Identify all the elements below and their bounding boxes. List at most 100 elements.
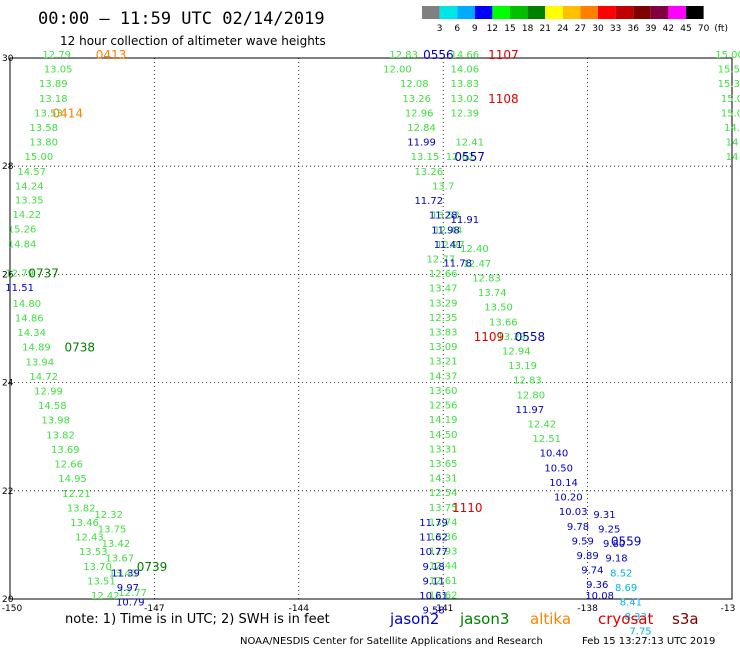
colorbar-swatch — [474, 6, 493, 19]
data-point-jason3: 12.39 — [451, 108, 480, 119]
x-tick-label: -144 — [289, 604, 310, 614]
data-point-jason3: 12.47 — [463, 259, 492, 270]
y-tick-label: 22 — [2, 487, 13, 497]
data-point-jason3: 12.79 — [5, 269, 34, 280]
data-point-jason3: 15.00 — [715, 50, 740, 61]
data-point-jason3: 13.46 — [70, 518, 99, 529]
data-point-jason3: 13.50 — [484, 303, 513, 314]
colorbar-label: 6 — [454, 24, 460, 34]
data-point-jason3: 12.83 — [389, 50, 418, 61]
colorbar-swatch — [580, 6, 598, 19]
data-point-jason3: 13.74 — [429, 517, 458, 528]
data-point-jason3: 14.24 — [15, 181, 44, 192]
colorbar-label: 36 — [627, 24, 639, 34]
data-point-jason3: 11.91 — [451, 215, 480, 226]
colorbar-swatch — [598, 6, 616, 19]
data-point-jason3: 12.83 — [472, 273, 501, 284]
colorbar-swatch — [686, 6, 704, 19]
legend-item-jason2: jason2 — [389, 610, 439, 628]
data-point-jason3: 12.94 — [502, 346, 531, 357]
data-point-jason3: 14.95 — [58, 474, 87, 485]
data-point-jason3: 13.09 — [429, 342, 458, 353]
data-point-jason3: 14.06 — [451, 65, 480, 76]
data-point-jason3: 14. — [724, 123, 740, 134]
legend-item-jason3: jason3 — [459, 610, 509, 628]
data-point-jason3: 13.47 — [429, 284, 458, 295]
data-point-jason3: 12.66 — [54, 460, 83, 471]
data-point-jason3: 13.94 — [26, 357, 55, 368]
data-point-jason2: 11.39 — [111, 568, 140, 579]
colorbar-swatch — [545, 6, 563, 19]
colorbar-swatch — [492, 6, 510, 19]
data-point-jason3: 12.62 — [429, 590, 458, 601]
data-point-jason2: 10.79 — [116, 597, 145, 608]
data-point-jason3: 13.75 — [98, 524, 127, 535]
data-point-jason2: 11.97 — [516, 405, 545, 416]
data-point-jason3: 13.70 — [83, 562, 112, 573]
data-point-jason3: 14.19 — [429, 415, 458, 426]
data-point-jason3: 12.21 — [62, 489, 91, 500]
data-point-jason3: 14.72 — [29, 372, 58, 383]
satellite-legend: jason2 jason3 altika cryosat s3a — [389, 610, 699, 628]
data-point-jason2: 10.50 — [544, 463, 573, 474]
pass-label-jason2: 0556 — [423, 48, 454, 62]
data-point-jason3: 12.42 — [91, 591, 120, 602]
data-point-jason3: 13.53 — [431, 211, 460, 222]
data-point-jason3: 14.50 — [429, 430, 458, 441]
pass-label-jason2: 0558 — [515, 330, 546, 344]
colorbar-swatch — [562, 6, 581, 19]
pass-label-jason2: 0559 — [611, 534, 642, 548]
data-point-jason2: 10.77 — [419, 547, 448, 558]
data-point-jason3: 13.74 — [478, 288, 507, 299]
data-points: 12.7913.0513.8913.1813.5313.5813.8015.00… — [5, 50, 740, 638]
colorbar-label: 39 — [645, 24, 657, 34]
data-point-jason3: 14 — [726, 138, 739, 149]
data-point-jason2: 10.20 — [554, 493, 583, 504]
pass-label-altika: 0413 — [96, 48, 127, 62]
data-point-jason3: 12.84 — [407, 123, 436, 134]
data-point-jason3: 12.96 — [405, 108, 434, 119]
data-point-s3a: 8.41 — [620, 597, 642, 608]
colorbar-swatch — [510, 6, 528, 19]
legend-note: note: 1) Time is in UTC; 2) SWH is in fe… — [65, 612, 330, 627]
data-point-jason3: 12.40 — [460, 244, 489, 255]
colorbar-label: 27 — [575, 24, 586, 34]
data-point-jason2: 9.78 — [567, 522, 589, 533]
pass-labels: 0413 0414 0737 0738 0739 0556 0557 0558 0559 1107… — [28, 48, 641, 574]
x-tick-label: -147 — [144, 604, 164, 614]
data-point-jason3: 12.79 — [42, 50, 71, 61]
data-point-jason3: 12.35 — [429, 313, 458, 324]
pass-label-jason3: 0737 — [28, 267, 59, 281]
data-point-jason3: 13.69 — [51, 445, 80, 456]
data-point-jason3: 12.66 — [429, 269, 458, 280]
data-point-jason2: 9.36 — [586, 580, 608, 591]
data-point-jason3: 13.82 — [67, 503, 96, 514]
colorbar-swatch — [668, 6, 686, 19]
data-point-jason3: 14.31 — [429, 474, 458, 485]
data-point-jason3: 12.44 — [429, 561, 458, 572]
data-point-jason2: 9.74 — [581, 566, 603, 577]
data-point-jason3: 14.37 — [429, 371, 458, 382]
y-tick-label: 28 — [2, 162, 14, 172]
y-tick-label: 30 — [2, 54, 14, 64]
data-point-jason3: 13.60 — [429, 386, 458, 397]
data-point-jason3: 12.97 — [436, 240, 465, 251]
data-point-jason3: 14.89 — [22, 343, 51, 354]
data-point-jason3: 12.77 — [118, 588, 147, 599]
y-tick-label: 26 — [2, 270, 14, 280]
data-point-jason3: 12.93 — [429, 547, 458, 558]
data-point-jason3: 13.19 — [508, 361, 537, 372]
data-point-jason3: 12.51 — [532, 434, 561, 445]
y-tick-label: 20 — [2, 595, 14, 605]
data-point-jason3: 13.15 — [411, 152, 440, 163]
data-point-jason3: 12.80 — [516, 390, 545, 401]
data-point-jason3: 12.56 — [429, 401, 458, 412]
colorbar-swatch — [650, 6, 669, 19]
data-point-jason2: 10.61 — [419, 591, 448, 602]
data-point-jason3: 13.80 — [29, 138, 58, 149]
colorbar-label: 33 — [610, 24, 621, 34]
data-point-jason2: 10.40 — [540, 449, 569, 460]
data-point-jason3: 13.83 — [451, 79, 480, 90]
colorbar-label: 15 — [504, 24, 515, 34]
